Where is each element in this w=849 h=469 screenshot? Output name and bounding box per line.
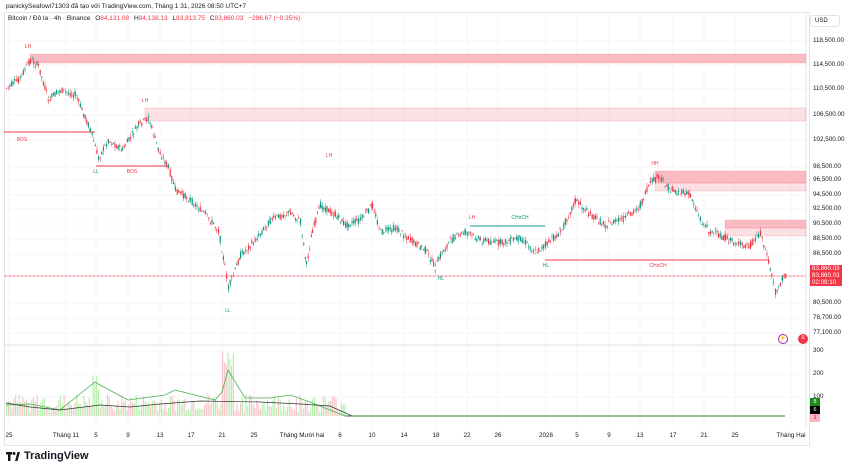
time-axis-label: 22 <box>463 432 471 439</box>
time-axis-label: 13 <box>636 432 644 439</box>
volume-tag: 6 <box>810 406 820 414</box>
last-price-tag-2: 83,860.03 <box>810 272 842 279</box>
change-value: −296.67 (−0.35%) <box>248 15 301 22</box>
time-axis-label: 17 <box>669 432 677 439</box>
time-axis-label: 18 <box>432 432 440 439</box>
bar-countdown: 02:09:10 <box>810 279 842 286</box>
svg-text:LH: LH <box>25 44 32 50</box>
volume-axis-label: 300 <box>813 347 824 354</box>
svg-text:CHoCH: CHoCH <box>511 215 529 221</box>
price-axis-label: 106,500.00 <box>813 111 845 118</box>
volume-tag: 1 <box>810 414 820 422</box>
price-axis-label: 92,500.00 <box>813 205 842 212</box>
time-axis-label: 21 <box>700 432 708 439</box>
flag-icon[interactable]: ≡ <box>798 334 808 344</box>
svg-text:LL: LL <box>225 308 231 314</box>
chart-caption: panickySeafowl71303 đã tạo với TradingVi… <box>6 3 247 10</box>
price-axis-label: 86,500.00 <box>813 250 842 257</box>
time-axis-label: 9 <box>126 432 130 439</box>
tradingview-logo: TradingView <box>6 450 89 462</box>
volume-axis-label: 100 <box>813 393 824 400</box>
price-axis-label: 90,500.00 <box>813 220 842 227</box>
low-value: 83,813.75 <box>176 15 205 22</box>
time-axis-label: 25 <box>5 432 13 439</box>
time-axis-label: 25 <box>250 432 258 439</box>
price-axis-label: 96,500.00 <box>813 176 842 183</box>
price-axis-label: 80,500.00 <box>813 299 842 306</box>
price-axis-label: 94,500.00 <box>813 191 842 198</box>
time-axis-label: 13 <box>156 432 164 439</box>
chart-frame <box>4 12 810 446</box>
price-axis-label: 77,100.00 <box>813 329 842 336</box>
volume-axis-label: 200 <box>813 370 824 377</box>
last-price-tag: 83,860.03 <box>810 265 842 272</box>
price-axis-label: 98,500.00 <box>813 163 842 170</box>
price-axis-label: 78,700.00 <box>813 314 842 321</box>
time-axis-label: 10 <box>368 432 376 439</box>
lightning-icon[interactable]: ⚡ <box>778 334 788 344</box>
time-axis-label: 5 <box>575 432 579 439</box>
currency-button[interactable]: USD <box>810 15 840 27</box>
price-axis-label: 102,500.00 <box>813 136 845 143</box>
svg-text:BOS: BOS <box>127 169 138 175</box>
open-value: 84,131.08 <box>100 15 130 22</box>
volume-tag: 8 <box>810 398 820 406</box>
svg-text:BOS: BOS <box>17 137 28 143</box>
time-axis-label: 2026 <box>538 432 554 439</box>
symbol-title[interactable]: Bitcoin / Đô la · 4h · Binance <box>8 15 91 22</box>
svg-text:CHoCH: CHoCH <box>649 263 667 269</box>
svg-text:HL: HL <box>438 276 445 282</box>
time-axis-label: 17 <box>187 432 195 439</box>
time-axis-label: Tháng Hai <box>776 432 806 439</box>
high-value: 84,138.13 <box>138 15 168 22</box>
ohlc-legend: Bitcoin / Đô la · 4h · Binance O84,131.0… <box>8 15 301 22</box>
svg-text:HL: HL <box>543 263 550 269</box>
tradingview-logo-icon <box>6 451 20 461</box>
time-axis-label: 14 <box>400 432 408 439</box>
time-axis-label: 26 <box>494 432 502 439</box>
close-value: 83,860.03 <box>214 15 244 22</box>
svg-text:LL: LL <box>93 169 99 175</box>
time-axis-label: 21 <box>218 432 226 439</box>
price-axis-label: 110,500.00 <box>813 85 845 92</box>
svg-text:HH: HH <box>651 161 659 167</box>
time-axis-label: 9 <box>607 432 611 439</box>
time-axis-label: Tháng 11 <box>52 432 80 439</box>
time-axis-label: Tháng Mười hai <box>279 432 325 439</box>
price-axis-label: 118,500.00 <box>813 37 845 44</box>
price-axis-label: 114,500.00 <box>813 61 845 68</box>
price-axis-label: 88,500.00 <box>813 235 842 242</box>
time-axis-label: 5 <box>94 432 98 439</box>
svg-text:LH: LH <box>469 215 476 221</box>
time-axis-label: 25 <box>731 432 739 439</box>
svg-text:LH: LH <box>326 153 333 159</box>
svg-text:LH: LH <box>142 98 149 104</box>
time-axis-label: 6 <box>338 432 342 439</box>
